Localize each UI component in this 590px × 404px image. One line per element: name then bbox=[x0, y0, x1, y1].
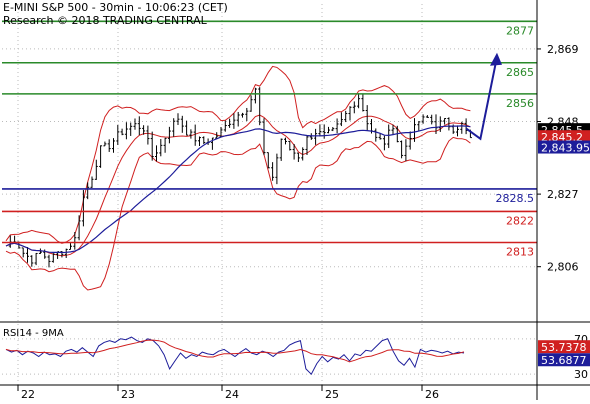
rsi-line bbox=[5, 336, 465, 376]
price-tick-label: 2,869 bbox=[547, 43, 579, 56]
rsi-value-label: 53.6877 bbox=[541, 354, 587, 367]
indicator-value-red-box bbox=[538, 130, 590, 144]
moving-average-line bbox=[5, 125, 471, 254]
forecast-arrow-line bbox=[465, 56, 498, 141]
lower-band bbox=[5, 136, 471, 291]
candles bbox=[8, 87, 472, 268]
middle-band bbox=[5, 114, 471, 257]
time-axis: 22 23 24 25 26 bbox=[17, 385, 439, 401]
rsi-value-box bbox=[538, 340, 590, 354]
indicator-value-blue-label: 2,843.95 bbox=[541, 142, 590, 155]
time-tick-label: 26 bbox=[425, 388, 439, 400]
price-tick-label: 2,806 bbox=[547, 261, 579, 274]
forecast-arrow-head bbox=[490, 52, 502, 66]
indicator-value-blue-box bbox=[538, 140, 590, 154]
level-label-2828.5: 2828.5 bbox=[496, 192, 535, 205]
rsi-value-label: 53.7378 bbox=[541, 341, 587, 354]
moving-average bbox=[5, 125, 471, 254]
level-label-2877: 2877 bbox=[506, 24, 534, 37]
price-tick-label: 2,827 bbox=[547, 188, 579, 201]
time-tick-label: 22 bbox=[21, 388, 35, 400]
rsi-value-box bbox=[538, 353, 590, 367]
level-label-2865: 2865 bbox=[506, 66, 534, 79]
time-tick-label: 24 bbox=[225, 388, 239, 400]
level-label-2822: 2822 bbox=[506, 214, 534, 227]
time-tick-label: 23 bbox=[121, 388, 135, 400]
forecast-arrow bbox=[465, 52, 502, 141]
gridlines bbox=[2, 4, 537, 385]
chart-title: E-MINI S&P 500 - 30min - 10:06:23 (CET) bbox=[3, 1, 228, 14]
level-label-2856: 2856 bbox=[506, 97, 534, 110]
time-tick-label: 25 bbox=[325, 388, 339, 400]
rsi-tick-label: 30 bbox=[574, 368, 588, 381]
chart-copyright: Research © 2018 TRADING CENTRAL bbox=[3, 14, 207, 27]
rsi-ma-line bbox=[5, 339, 465, 363]
rsi-label: RSI14 - 9MA bbox=[3, 328, 64, 339]
level-lines: 2877 2865 2856 2828.5 2822 2813 bbox=[2, 20, 537, 259]
bollinger-bands bbox=[5, 65, 471, 291]
level-label-2813: 2813 bbox=[506, 246, 534, 259]
